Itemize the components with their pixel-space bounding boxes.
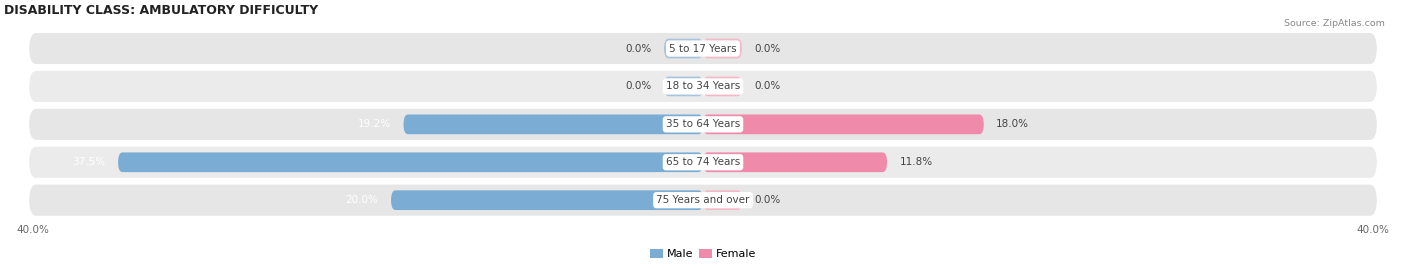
FancyBboxPatch shape	[30, 147, 1376, 178]
Text: 5 to 17 Years: 5 to 17 Years	[669, 44, 737, 54]
Text: 0.0%: 0.0%	[755, 44, 780, 54]
Text: 19.2%: 19.2%	[359, 119, 391, 129]
Text: 40.0%: 40.0%	[1357, 225, 1389, 235]
Text: 0.0%: 0.0%	[755, 195, 780, 205]
FancyBboxPatch shape	[404, 115, 703, 134]
Text: 65 to 74 Years: 65 to 74 Years	[666, 157, 740, 167]
Text: 37.5%: 37.5%	[73, 157, 105, 167]
FancyBboxPatch shape	[664, 77, 703, 96]
Text: 18 to 34 Years: 18 to 34 Years	[666, 82, 740, 91]
Text: 35 to 64 Years: 35 to 64 Years	[666, 119, 740, 129]
Text: 75 Years and over: 75 Years and over	[657, 195, 749, 205]
Text: DISABILITY CLASS: AMBULATORY DIFFICULTY: DISABILITY CLASS: AMBULATORY DIFFICULTY	[4, 4, 318, 17]
FancyBboxPatch shape	[30, 185, 1376, 216]
Text: 0.0%: 0.0%	[755, 82, 780, 91]
FancyBboxPatch shape	[664, 39, 703, 58]
FancyBboxPatch shape	[30, 33, 1376, 64]
FancyBboxPatch shape	[703, 190, 742, 210]
Text: 40.0%: 40.0%	[17, 225, 49, 235]
Text: 20.0%: 20.0%	[346, 195, 378, 205]
Text: 18.0%: 18.0%	[997, 119, 1029, 129]
Text: 11.8%: 11.8%	[900, 157, 932, 167]
FancyBboxPatch shape	[30, 71, 1376, 102]
Text: 0.0%: 0.0%	[626, 44, 651, 54]
Text: Source: ZipAtlas.com: Source: ZipAtlas.com	[1284, 19, 1385, 28]
FancyBboxPatch shape	[703, 39, 742, 58]
Legend: Male, Female: Male, Female	[645, 244, 761, 263]
FancyBboxPatch shape	[703, 153, 887, 172]
FancyBboxPatch shape	[703, 115, 984, 134]
FancyBboxPatch shape	[703, 77, 742, 96]
FancyBboxPatch shape	[391, 190, 703, 210]
Text: 0.0%: 0.0%	[626, 82, 651, 91]
FancyBboxPatch shape	[118, 153, 703, 172]
FancyBboxPatch shape	[30, 109, 1376, 140]
